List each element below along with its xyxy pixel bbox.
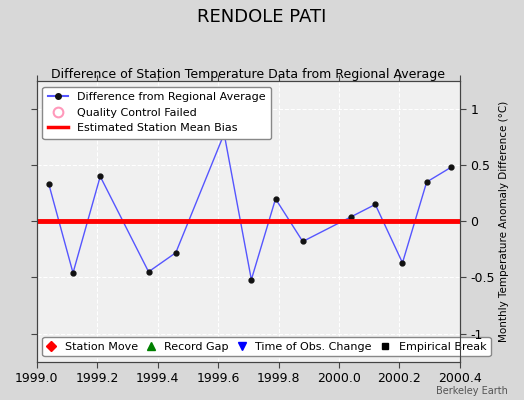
Text: RENDOLE PATI: RENDOLE PATI: [198, 8, 326, 26]
Legend: Station Move, Record Gap, Time of Obs. Change, Empirical Break: Station Move, Record Gap, Time of Obs. C…: [42, 337, 490, 356]
Title: Difference of Station Temperature Data from Regional Average: Difference of Station Temperature Data f…: [51, 68, 445, 81]
Text: Berkeley Earth: Berkeley Earth: [436, 386, 508, 396]
Y-axis label: Monthly Temperature Anomaly Difference (°C): Monthly Temperature Anomaly Difference (…: [499, 101, 509, 342]
